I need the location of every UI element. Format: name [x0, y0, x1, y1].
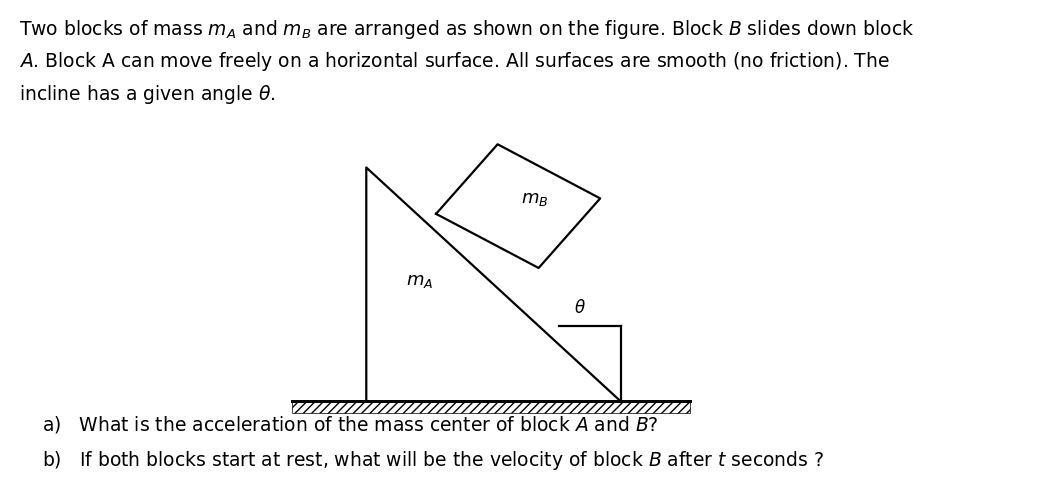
Text: $m_A$: $m_A$ [406, 271, 433, 289]
Text: $A$. Block A can move freely on a horizontal surface. All surfaces are smooth (n: $A$. Block A can move freely on a horizo… [19, 50, 890, 73]
Text: Two blocks of mass $m_A$ and $m_B$ are arranged as shown on the figure. Block $B: Two blocks of mass $m_A$ and $m_B$ are a… [19, 18, 915, 41]
Text: $m_B$: $m_B$ [521, 190, 549, 208]
Text: a)   What is the acceleration of the mass center of block $A$ and $B$?: a) What is the acceleration of the mass … [42, 413, 659, 434]
Text: $\theta$: $\theta$ [574, 298, 586, 316]
Text: incline has a given angle $\theta$.: incline has a given angle $\theta$. [19, 83, 275, 106]
Bar [292, 401, 690, 413]
Text: b)   If both blocks start at rest, what will be the velocity of block $B$ after : b) If both blocks start at rest, what wi… [42, 448, 825, 471]
